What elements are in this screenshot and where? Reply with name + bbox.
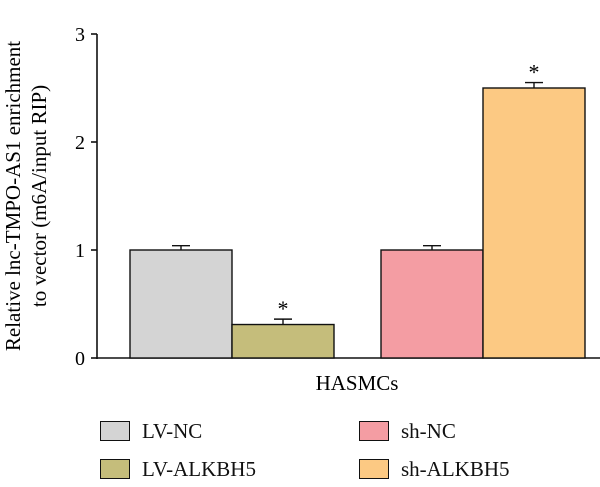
legend-swatch	[100, 421, 130, 441]
y-tick-label: 1	[75, 240, 85, 262]
legend-item: LV-NC	[100, 418, 202, 444]
legend-label: sh-ALKBH5	[401, 456, 510, 481]
y-tick-label: 0	[75, 348, 85, 370]
legend-label: LV-NC	[142, 418, 203, 443]
y-axis-title-line: to vector (m6A/input RIP)	[27, 85, 51, 307]
legend-swatch	[359, 459, 389, 479]
legend-item: sh-ALKBH5	[359, 456, 510, 482]
bar-sh-alkbh5	[482, 87, 586, 359]
legend-swatch	[359, 421, 389, 441]
legend-label: LV-ALKBH5	[142, 456, 256, 481]
significance-marker: *	[278, 296, 289, 321]
bar-lv-nc	[129, 249, 233, 359]
y-tick-label: 2	[75, 132, 85, 154]
y-axis-title: Relative lnc-TMPO-AS1 enrichment to vecto…	[1, 41, 51, 351]
legend-label: sh-NC	[401, 418, 456, 443]
bar-chart: Relative lnc-TMPO-AS1 enrichment to vecto…	[1, 24, 600, 395]
significance-marker: *	[529, 60, 540, 85]
y-axis-title-line: Relative lnc-TMPO-AS1 enrichment	[1, 41, 25, 351]
bars: **	[129, 60, 586, 359]
legend-item: LV-ALKBH5	[100, 456, 256, 482]
x-axis-title: HASMCs	[316, 371, 399, 395]
y-tick-label: 3	[75, 24, 85, 46]
bar-sh-nc	[380, 249, 484, 359]
bar-lv-alkbh5	[231, 323, 335, 359]
legend: LV-NC LV-ALKBH5 sh-NC sh-ALKBH5	[100, 418, 580, 484]
legend-item: sh-NC	[359, 418, 456, 444]
legend-swatch	[100, 459, 130, 479]
